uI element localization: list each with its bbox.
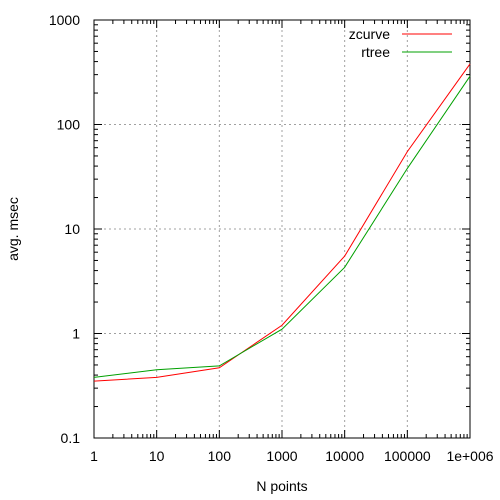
series-lines [93, 63, 471, 382]
y-axis-tick-labels: 0.1 1 10 100 1000 [49, 12, 80, 446]
y-tick-label: 100 [57, 117, 81, 133]
x-axis-tick-labels: 1 10 100 1000 10000 100000 1e+006 [90, 448, 494, 464]
x-tick-label: 10000 [325, 448, 364, 464]
series-line-zcurve [93, 63, 471, 382]
y-axis-label: avg. msec [5, 197, 21, 261]
x-tick-label: 100000 [384, 448, 431, 464]
y-tick-label: 1 [72, 326, 80, 342]
y-tick-label: 10 [64, 221, 80, 237]
legend-label-zcurve: zcurve [349, 26, 390, 42]
legend: zcurve rtree [349, 26, 452, 60]
x-tick-label: 100 [208, 448, 232, 464]
x-tick-label: 1 [90, 448, 98, 464]
x-tick-label: 10 [149, 448, 165, 464]
series-line-rtree [93, 75, 471, 378]
grid [94, 20, 470, 438]
y-tick-label: 0.1 [61, 430, 81, 446]
y-tick-label: 1000 [49, 12, 80, 28]
x-tick-label: 1000 [266, 448, 297, 464]
legend-label-rtree: rtree [361, 44, 390, 60]
x-tick-label: 1e+006 [446, 448, 493, 464]
x-axis-label: N points [256, 478, 307, 494]
axis-ticks [93, 19, 471, 439]
